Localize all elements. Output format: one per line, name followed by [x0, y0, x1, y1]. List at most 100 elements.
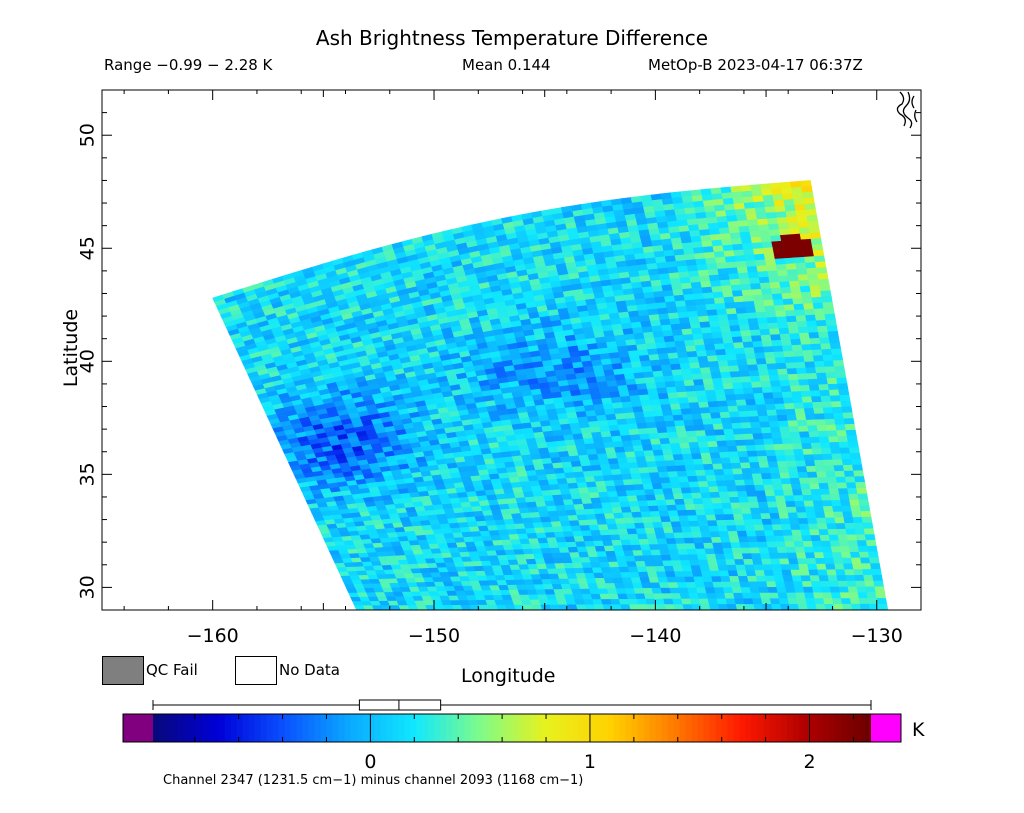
swath-cell: [588, 492, 601, 499]
swath-cell: [782, 298, 795, 306]
swath-cell: [660, 554, 672, 562]
swath-cell: [598, 491, 610, 499]
channel-footnote: Channel 2347 (1231.5 cm−1) minus channel…: [163, 773, 584, 788]
swath-cell: [758, 369, 770, 377]
swath-cell: [707, 480, 719, 488]
swath-cell: [684, 339, 696, 347]
swath-cell: [713, 383, 725, 391]
swath-cell: [704, 343, 716, 351]
swath-cell: [846, 482, 857, 489]
colorbar-segment: [679, 714, 687, 742]
swath-cell: [800, 238, 813, 246]
swath-cell: [757, 455, 769, 463]
swath-cell: [745, 444, 757, 452]
swath-cell: [760, 513, 772, 520]
colorbar-segment: [314, 714, 322, 742]
colorbar-segment: [224, 714, 232, 742]
swath-cell: [679, 442, 691, 450]
swath-cell: [741, 289, 754, 297]
swath-cell: [659, 358, 671, 366]
swath-cell: [670, 521, 682, 528]
swath-cell: [840, 453, 852, 460]
swath-cell: [716, 559, 728, 566]
swath-cell: [747, 318, 759, 326]
swath-cell: [781, 437, 793, 445]
x-tick-label: −150: [408, 625, 460, 647]
swath-cell: [778, 466, 790, 474]
swath-cell: [801, 344, 813, 352]
swath-cell: [771, 478, 783, 486]
swath-cell: [585, 513, 598, 521]
swath-cell: [753, 564, 765, 571]
swath-cell: [755, 490, 767, 498]
swath-cell: [869, 557, 880, 564]
swath-cell: [756, 535, 768, 543]
swath-cell: [701, 286, 714, 294]
colorbar-segment: [200, 714, 208, 742]
swath-cell: [635, 417, 647, 424]
swath-cell: [870, 563, 881, 570]
colorbar-segment: [517, 714, 525, 742]
swath-cell: [564, 504, 576, 511]
swath-cell: [684, 504, 696, 511]
swath-cell: [785, 263, 798, 271]
swath-cell: [729, 232, 742, 240]
swath-cell: [755, 358, 768, 366]
swath-cell: [680, 559, 692, 567]
swath-cell: [749, 329, 762, 337]
swath-cell: [553, 499, 566, 507]
swath-cell: [814, 459, 826, 467]
swath-cell: [632, 517, 645, 524]
swath-cell: [832, 360, 845, 367]
swath-cell: [765, 495, 777, 503]
swath-cell: [558, 515, 570, 522]
swath-cell: [799, 285, 812, 293]
swath-cell: [789, 477, 801, 485]
swath-cell: [636, 461, 649, 469]
swath-cell: [705, 303, 717, 311]
swath-cell: [553, 467, 566, 475]
colorbar-segment: [811, 714, 818, 742]
swath-cell: [614, 446, 626, 454]
swath-cell: [671, 408, 683, 416]
swath-cell: [569, 487, 581, 495]
swath-cell: [744, 393, 756, 401]
swath-cell: [819, 580, 831, 588]
swath-cell: [710, 412, 722, 420]
swath-cell: [857, 545, 869, 553]
swath-cell: [825, 319, 837, 327]
swath-cell: [688, 520, 700, 528]
swath-cell: [621, 473, 633, 481]
swath-cell: [794, 454, 806, 462]
swath-cell: [722, 423, 734, 430]
swath-cell: [669, 403, 682, 411]
swath-cell: [685, 305, 698, 313]
swath-cell: [855, 481, 867, 489]
swath-cell: [841, 406, 853, 414]
swath-cell: [725, 559, 737, 566]
swath-cell: [723, 428, 735, 436]
swath-cell: [657, 432, 670, 440]
swath-cell: [857, 592, 869, 599]
swath-cell: [770, 235, 782, 243]
swath-cell: [748, 370, 761, 377]
swath-cell: [733, 249, 745, 257]
swath-cell: [724, 434, 736, 442]
swath-cell: [641, 478, 653, 485]
colorbar-segment: [637, 714, 645, 742]
swath-cell: [552, 526, 564, 533]
swath-cell: [733, 388, 745, 396]
swath-cell: [761, 340, 774, 348]
swath-cell: [703, 542, 715, 550]
swath-cell: [745, 530, 757, 538]
swath-cell: [788, 280, 801, 288]
swath-cell: [722, 337, 734, 345]
swath-cell: [649, 544, 661, 551]
swath-cell: [759, 507, 771, 515]
swath-cell: [602, 474, 615, 482]
swath-cell: [690, 565, 702, 572]
swath-cell: [757, 541, 769, 549]
swath-cell: [617, 424, 630, 431]
swath-cell: [658, 510, 670, 518]
swath-cell: [833, 511, 845, 519]
